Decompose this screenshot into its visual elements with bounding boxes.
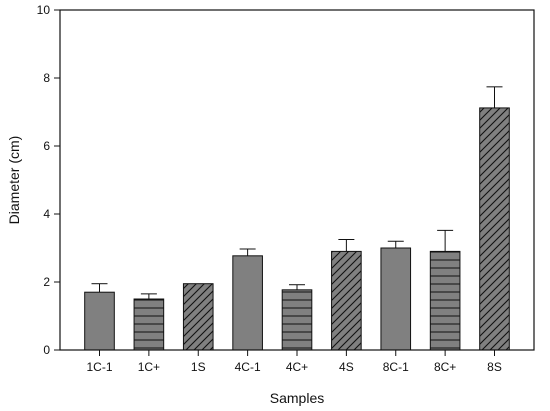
error-bars (91, 86, 503, 299)
x-tick-label: 1C-1 (86, 360, 112, 374)
y-tick-label: 10 (37, 3, 51, 17)
y-tick-label: 6 (43, 139, 50, 153)
x-tick-label: 1C+ (138, 360, 160, 374)
x-axis-title: Samples (270, 390, 324, 406)
bar (331, 250, 362, 351)
y-tick-label: 2 (43, 275, 50, 289)
x-tick-label: 8C-1 (383, 360, 409, 374)
y-axis-ticks: 0 2 4 6 8 10 (37, 3, 60, 357)
x-tick-label: 8C+ (434, 360, 456, 374)
bar (84, 291, 115, 351)
y-axis-title: Diameter (cm) (6, 136, 22, 225)
y-tick-label: 4 (43, 207, 50, 221)
bar (380, 247, 412, 351)
bar (232, 255, 263, 351)
bar (429, 250, 461, 351)
x-axis-ticks: 1C-1 1C+ 1S 4C-1 4C+ 4S 8C-1 8C+ 8S (86, 350, 502, 374)
x-tick-label: 8S (487, 360, 502, 374)
bar (182, 283, 214, 351)
bar (479, 107, 510, 351)
x-tick-label: 1S (191, 360, 206, 374)
x-tick-label: 4S (339, 360, 354, 374)
x-tick-label: 4C+ (286, 360, 308, 374)
bars (84, 107, 510, 351)
bar (133, 298, 165, 351)
x-tick-label: 4C-1 (235, 360, 261, 374)
plot-frame (59, 9, 535, 351)
bar (281, 289, 313, 351)
y-tick-label: 0 (43, 343, 50, 357)
y-tick-label: 8 (43, 71, 50, 85)
